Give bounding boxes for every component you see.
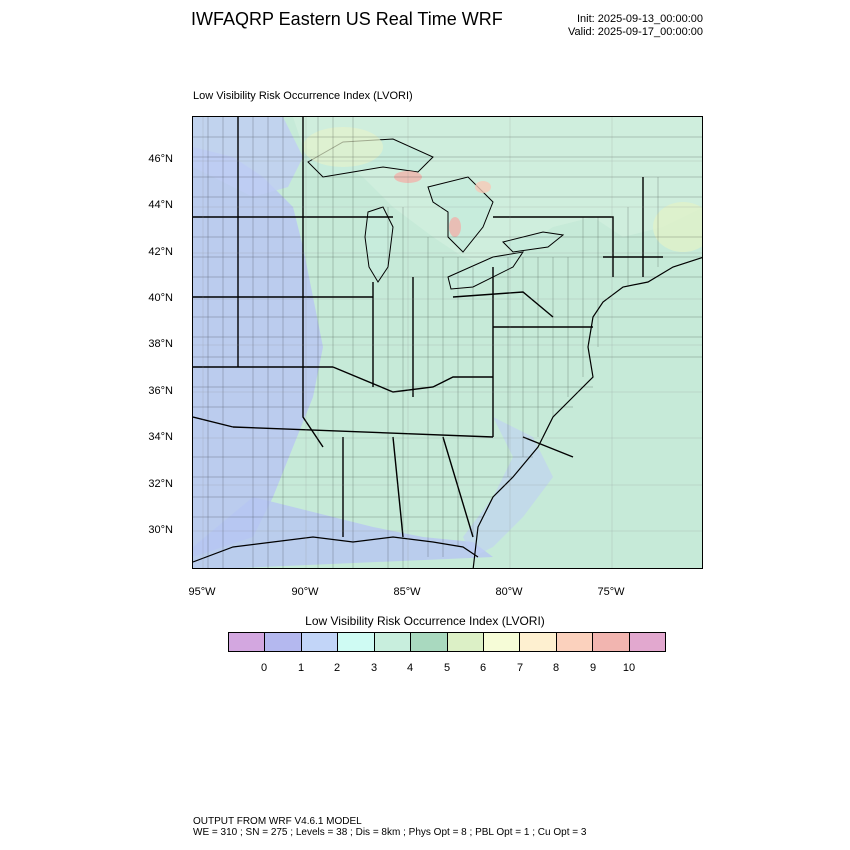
atlantic-coastline xyxy=(472,257,702,568)
legend-tick-1: 1 xyxy=(297,662,305,674)
legend-tick-2: 2 xyxy=(333,662,341,674)
mid-risk-patch-maine xyxy=(653,202,702,252)
legend-tick-5: 5 xyxy=(443,662,451,674)
high-risk-patch-lower-michigan xyxy=(449,217,461,237)
low-risk-region-coast xyxy=(463,417,553,557)
main-title: IWFAQRP Eastern US Real Time WRF xyxy=(191,9,503,29)
legend-swatch xyxy=(301,633,339,651)
lon-label-80: 80°W xyxy=(495,586,523,598)
lat-label-38: 38°N xyxy=(148,338,173,350)
legend-swatch xyxy=(629,633,666,651)
map-panel xyxy=(192,116,703,569)
lon-label-85: 85°W xyxy=(393,586,421,598)
lon-label-75: 75°W xyxy=(597,586,625,598)
legend-title: Low Visibility Risk Occurrence Index (LV… xyxy=(305,614,545,628)
lat-label-40: 40°N xyxy=(148,292,173,304)
graticule xyxy=(193,117,702,568)
valid-time: Valid: 2025-09-17_00:00:00 xyxy=(568,26,703,38)
lat-label-44: 44°N xyxy=(148,199,173,211)
legend-tick-10: 10 xyxy=(622,662,636,674)
low-risk-region-west xyxy=(193,147,323,557)
lon-label-95: 95°W xyxy=(188,586,216,598)
lat-label-30: 30°N xyxy=(148,524,173,536)
legend-tick-9: 9 xyxy=(589,662,597,674)
legend-swatch xyxy=(483,633,521,651)
lat-label-42: 42°N xyxy=(148,246,173,258)
high-risk-patch-ontario xyxy=(475,181,491,193)
legend-swatch xyxy=(374,633,412,651)
legend-swatch xyxy=(447,633,484,651)
map-canvas xyxy=(193,117,702,568)
legend-swatch xyxy=(520,633,557,651)
legend-swatch xyxy=(411,633,448,651)
legend-tick-3: 3 xyxy=(370,662,378,674)
legend-swatch xyxy=(338,633,375,651)
footer-settings-line: WE = 310 ; SN = 275 ; Levels = 38 ; Dis … xyxy=(193,827,587,838)
lat-label-34: 34°N xyxy=(148,431,173,443)
legend-swatch xyxy=(593,633,630,651)
legend-tick-6: 6 xyxy=(479,662,487,674)
legend-colorbar xyxy=(228,632,666,652)
lake-michigan xyxy=(364,206,394,283)
legend-tick-8: 8 xyxy=(552,662,560,674)
legend-swatch xyxy=(229,633,266,651)
county-boundaries xyxy=(193,117,702,568)
lat-label-36: 36°N xyxy=(148,385,173,397)
panel-title: Low Visibility Risk Occurrence Index (LV… xyxy=(193,90,413,102)
lat-label-32: 32°N xyxy=(148,478,173,490)
legend-tick-7: 7 xyxy=(516,662,524,674)
legend-swatch xyxy=(556,633,594,651)
legend-tick-4: 4 xyxy=(406,662,414,674)
legend-tick-0: 0 xyxy=(260,662,268,674)
lon-label-90: 90°W xyxy=(291,586,319,598)
lat-label-46: 46°N xyxy=(148,153,173,165)
footer-model-line: OUTPUT FROM WRF V4.6.1 MODEL xyxy=(193,816,362,827)
legend-swatch xyxy=(265,633,302,651)
init-time: Init: 2025-09-13_00:00:00 xyxy=(577,13,703,25)
